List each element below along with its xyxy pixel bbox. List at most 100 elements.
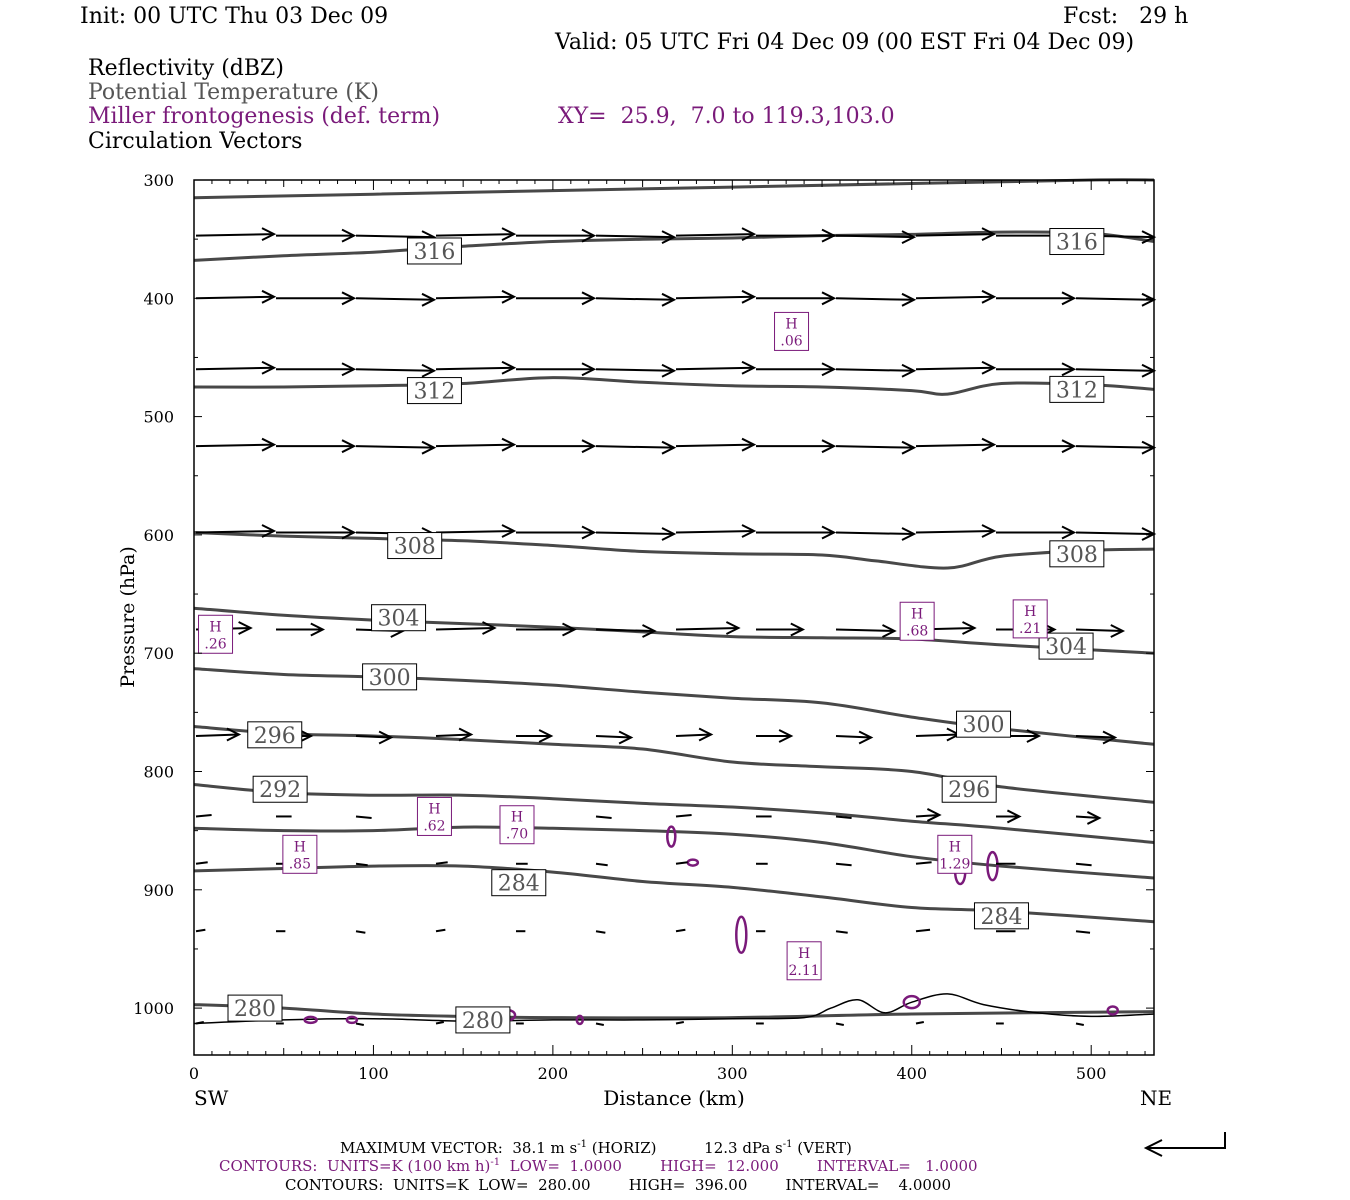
theta-label: 312 <box>413 380 455 405</box>
circulation-vector <box>835 1022 844 1026</box>
theta-label-box <box>406 377 462 405</box>
circulation-vector <box>195 861 208 865</box>
circulation-vector <box>195 295 275 300</box>
circulation-vector <box>1075 862 1092 867</box>
max-vector-text: MAXIMUM VECTOR: 38.1 m s-1 (HORIZ) 12.3 … <box>340 1139 852 1157</box>
theta-label: 296 <box>254 724 296 749</box>
legend-vectors: Circulation Vectors <box>88 129 303 154</box>
circulation-vector <box>915 861 932 865</box>
fronto-max-letter: H <box>1024 604 1036 620</box>
theta-label-box <box>455 1006 511 1034</box>
x-tick-label: 100 <box>358 1064 389 1083</box>
vector-arrowhead <box>501 289 517 304</box>
circulation-vector <box>1075 368 1155 372</box>
vector-arrowhead <box>901 527 917 541</box>
x-right-label: NE <box>1140 1086 1172 1110</box>
vector-arrowhead <box>501 227 517 241</box>
vector-arrowhead <box>618 730 634 745</box>
theta-label: 300 <box>963 713 1005 738</box>
theta-label: 296 <box>948 778 990 803</box>
circulation-vector <box>435 627 495 631</box>
circulation-vector <box>195 1020 204 1025</box>
circulation-vector <box>675 366 755 371</box>
theta-contour-320 <box>193 178 1155 200</box>
vector-arrowhead <box>858 730 874 745</box>
legend-frontogenesis: Miller frontogenesis (def. term) <box>88 104 441 129</box>
theta-label: 284 <box>980 905 1022 930</box>
vector-arrowhead <box>341 362 357 377</box>
contours-theta-text: CONTOURS: UNITS=K LOW= 280.00 HIGH= 396.… <box>285 1176 951 1194</box>
fronto-contour <box>345 1015 359 1025</box>
fronto-max-box <box>282 834 318 874</box>
vector-arrowhead <box>901 363 917 378</box>
circulation-vector <box>915 295 995 300</box>
circulation-vector <box>595 445 675 449</box>
fronto-max-value: 1.29 <box>939 856 970 872</box>
circulation-vector <box>355 815 372 819</box>
circulation-vector <box>595 815 612 819</box>
vector-arrowhead <box>661 230 677 244</box>
circulation-vector <box>195 443 275 448</box>
plot-frame <box>193 179 1155 1056</box>
theta-label-box <box>371 604 427 632</box>
fronto-max-box <box>899 601 935 641</box>
x-tick-label: 500 <box>1076 1064 1107 1083</box>
vector-arrowhead <box>482 621 497 635</box>
circulation-vector <box>675 530 755 534</box>
fronto-contour <box>986 850 999 882</box>
reference-vector-icon <box>1143 1132 1226 1157</box>
init-time: Init: 00 UTC Thu 03 Dec 09 <box>80 4 389 29</box>
vector-arrowhead <box>1061 525 1077 540</box>
circulation-vector <box>675 861 688 865</box>
theta-label: 316 <box>1056 231 1098 256</box>
circulation-vector <box>595 1022 604 1026</box>
vector-arrowhead <box>821 362 837 377</box>
fronto-max-box <box>774 311 810 351</box>
vector-arrowhead <box>1086 811 1102 825</box>
vector-arrowhead <box>501 437 517 452</box>
circulation-vector <box>675 733 712 738</box>
vector-arrowhead <box>821 291 837 306</box>
circulation-vector <box>435 366 515 371</box>
vector-arrowhead <box>341 228 357 243</box>
vector-arrowhead <box>458 727 474 742</box>
forecast-hour: Fcst: 29 h <box>1063 4 1189 29</box>
circulation-vector <box>435 295 515 300</box>
fronto-max-box <box>937 834 973 874</box>
vector-arrowhead <box>821 525 837 540</box>
circulation-vector <box>595 862 608 867</box>
fronto-max-value: .26 <box>204 636 226 652</box>
x-tick-label: 400 <box>896 1064 927 1083</box>
vector-arrowhead <box>581 228 597 243</box>
vector-arrowhead <box>1026 729 1042 743</box>
vector-arrowhead <box>1061 291 1077 306</box>
contour-labels: 316 316 312 312 308 308 304 304 300 300 296 296 292 2… <box>198 228 1105 1034</box>
circulation-vector <box>355 735 392 739</box>
vector-arrowhead <box>562 622 577 637</box>
vector-arrowhead <box>1006 809 1022 824</box>
vector-arrowhead <box>1061 362 1077 377</box>
fronto-max-letter: H <box>911 606 923 622</box>
fronto-contour <box>735 915 748 955</box>
axes: 300 400 500 600 700 800 900 1000 0 100 200 300 400 50… <box>133 171 1154 1083</box>
theta-contour-296 <box>193 725 1155 804</box>
vector-arrowhead <box>238 621 253 635</box>
circulation-vector <box>595 234 675 239</box>
circulation-vector <box>195 733 239 738</box>
x-left-label: SW <box>194 1086 229 1110</box>
vector-arrowhead <box>501 360 517 375</box>
circulation-vector <box>835 234 915 239</box>
vector-arrowhead <box>981 524 997 538</box>
circulation-vector <box>835 735 872 739</box>
vector-arrowhead <box>261 227 277 241</box>
vector-arrowhead <box>341 291 357 306</box>
vector-arrowhead <box>741 227 757 241</box>
fronto-max-letter: H <box>428 801 440 817</box>
theta-label: 300 <box>369 666 411 691</box>
circulation-vectors <box>195 227 1157 1026</box>
theta-contour-316 <box>193 230 1155 262</box>
theta-label-box <box>252 775 308 803</box>
theta-label-box <box>1049 375 1105 403</box>
fronto-max-value: .70 <box>506 827 528 843</box>
